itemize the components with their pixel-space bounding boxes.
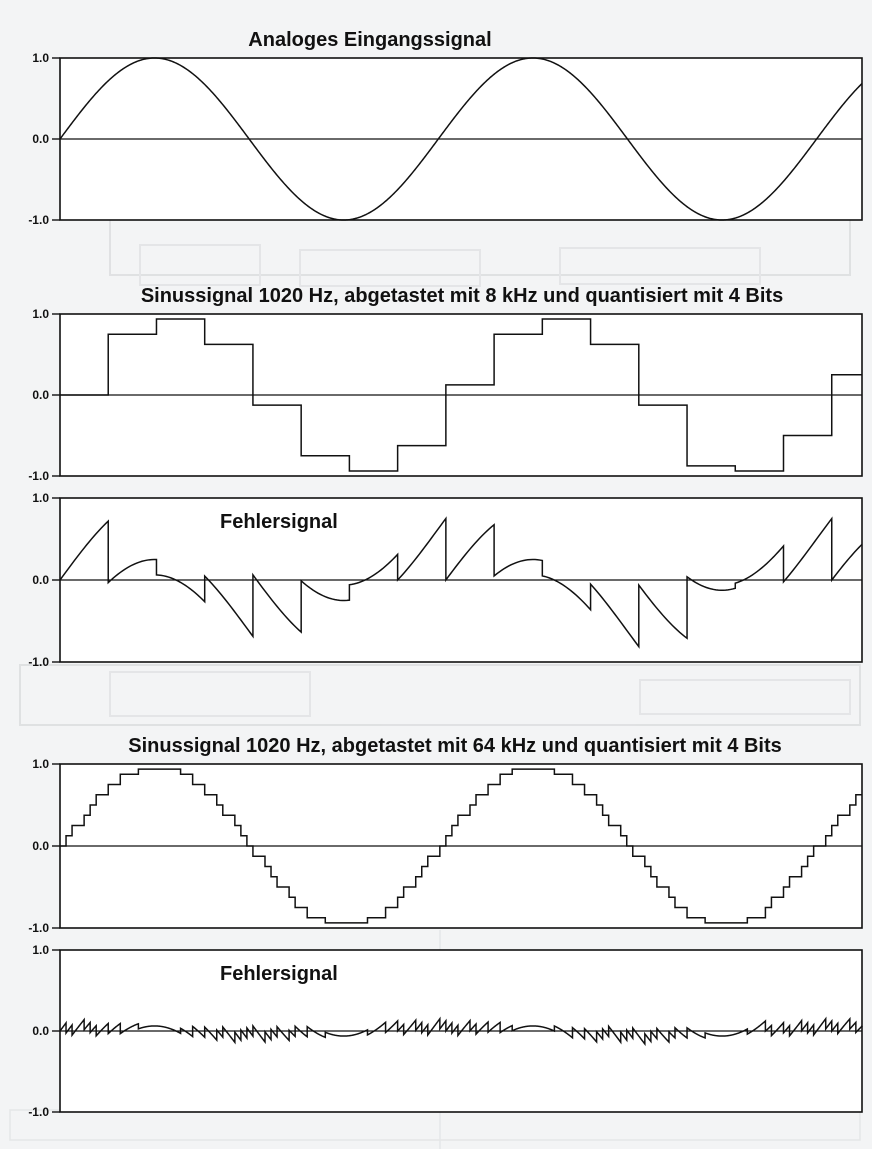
- signal-trace: [59, 1016, 863, 1047]
- y-tick-label: 0.0: [32, 573, 49, 587]
- y-tick-label: -1.0: [28, 469, 49, 483]
- y-tick-label: -1.0: [28, 921, 49, 935]
- chart-panel-1: 1.0 0.0 -1.0 Analoges Eingangssignal: [28, 29, 863, 227]
- y-tick-label: 1.0: [32, 491, 49, 505]
- chart-title: Sinussignal 1020 Hz, abgetastet mit 64 k…: [128, 735, 782, 757]
- chart-panel-5: 1.0 0.0 -1.0 Fehlersignal: [28, 943, 863, 1119]
- y-tick-label: 1.0: [32, 307, 49, 321]
- chart-title: Analoges Eingangssignal: [248, 29, 491, 51]
- chart-title: Fehlersignal: [220, 511, 338, 533]
- y-tick-label: 1.0: [32, 943, 49, 957]
- y-tick-label: 0.0: [32, 132, 49, 146]
- chart-title: Fehlersignal: [220, 963, 338, 985]
- chart-title: Sinussignal 1020 Hz, abgetastet mit 8 kH…: [141, 285, 783, 307]
- y-tick-label: 0.0: [32, 388, 49, 402]
- y-tick-label: 1.0: [32, 51, 49, 65]
- signal-trace: [60, 318, 862, 472]
- y-tick-label: -1.0: [28, 655, 49, 669]
- chart-panel-2: 1.0 0.0 -1.0 Sinussignal 1020 Hz, abgetaste…: [28, 285, 863, 483]
- signal-trace: [60, 768, 862, 924]
- y-tick-label: 1.0: [32, 757, 49, 771]
- y-tick-label: -1.0: [28, 1105, 49, 1119]
- chart-panel-4: 1.0 0.0 -1.0 Sinussignal 1020 Hz, abgetaste…: [28, 735, 863, 935]
- signal-trace: [59, 516, 863, 649]
- y-tick-label: -1.0: [28, 213, 49, 227]
- chart-panel-3: 1.0 0.0 -1.0 Fehlersignal: [28, 491, 863, 669]
- y-tick-label: 0.0: [32, 1024, 49, 1038]
- y-tick-label: 0.0: [32, 839, 49, 853]
